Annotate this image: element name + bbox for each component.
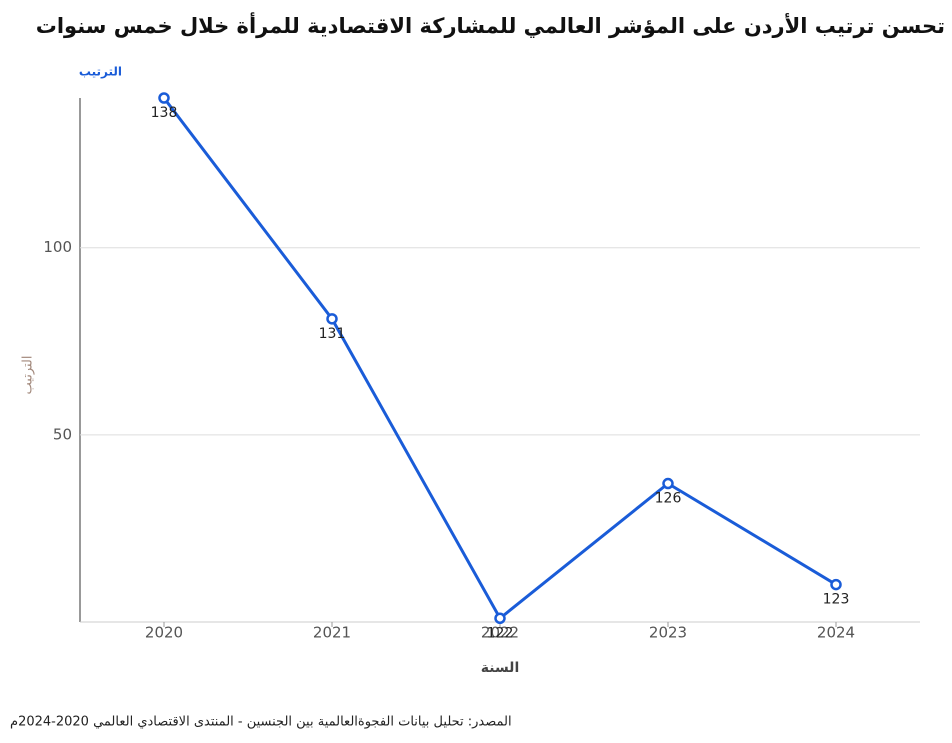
y-tick-label: 50 [53,425,72,443]
source-note: المصدر: تحليل بيانات الفجوةالعالمية بين … [10,715,512,730]
point-label: 126 [655,491,682,507]
point-label: 123 [823,592,850,608]
chart-title: تحسن ترتيب الأردن على المؤشر العالمي للم… [36,11,945,38]
x-axis-label: السنة [481,660,520,676]
point [326,313,338,325]
y-axis-label: الترتيب [21,356,36,395]
point-label: 122 [487,625,514,641]
point [158,92,170,104]
point [662,477,674,490]
x-tick-label: 2022 [481,624,519,642]
point-label: 138 [151,105,178,121]
point [830,578,842,591]
y-axis-header: الترتيب [79,65,122,79]
point [494,612,506,625]
y-tick-label: 100 [43,238,72,256]
x-tick-label: 2023 [649,624,687,642]
line [162,97,837,621]
x-tick-label: 2024 [817,624,855,642]
x-tick-label: 2021 [313,624,351,642]
x-tick-label: 2020 [145,624,183,642]
point-label: 131 [319,326,346,342]
